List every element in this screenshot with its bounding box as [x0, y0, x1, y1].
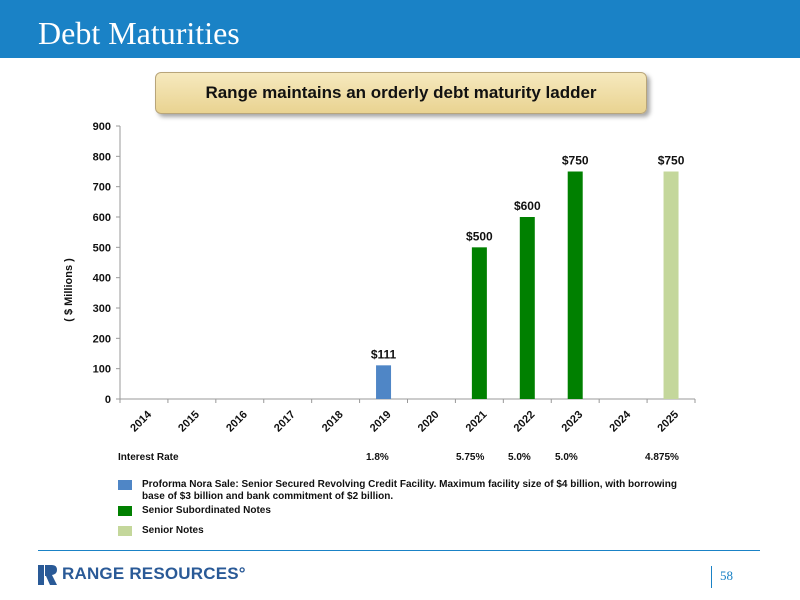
data-label-2025: $750	[658, 154, 685, 168]
x-tick-label: 2020	[416, 409, 442, 435]
x-tick-label: 2025	[655, 409, 681, 435]
x-axis: 2014 2015 2016 2017 2018 2019 2020 2021 2022 2023…	[119, 398, 696, 435]
y-tick-label: 600	[93, 212, 111, 224]
interest-rate-2023: 5.0%	[555, 452, 578, 463]
interest-rate-2019: 1.8%	[366, 452, 389, 463]
x-tick-label: 2024	[607, 408, 633, 434]
bar-2022	[519, 217, 535, 399]
bar-2025	[663, 171, 679, 399]
y-tick-label: 300	[93, 303, 111, 315]
title-bar: Debt Maturities	[0, 0, 800, 58]
y-tick-label: 0	[105, 394, 111, 406]
y-tick-label: 700	[93, 182, 111, 194]
y-tick-label: 100	[93, 364, 111, 376]
footer-divider	[38, 550, 760, 551]
interest-rate-2021: 5.75%	[456, 452, 485, 463]
interest-rate-2025: 4.875%	[645, 452, 679, 463]
x-tick-label: 2021	[464, 409, 490, 435]
y-axis-label: ( $ Millions )	[63, 258, 75, 322]
slide-title: Debt Maturities	[38, 15, 240, 51]
y-tick-label: 900	[93, 121, 111, 133]
bar-2021	[471, 247, 487, 399]
legend-label: Senior Notes	[142, 525, 204, 536]
page-number-divider	[711, 566, 712, 588]
bar-2019	[376, 365, 392, 399]
data-labels: $111 $500 $600 $750 $750	[371, 154, 685, 362]
x-tick-label: 2019	[368, 409, 394, 435]
data-label-2023: $750	[562, 154, 589, 168]
bar-2023	[567, 171, 583, 399]
x-tick-label: 2016	[224, 409, 250, 435]
legend-swatch-blue	[118, 480, 132, 490]
data-label-2021: $500	[466, 229, 493, 243]
company-name: RANGE RESOURCES°	[62, 564, 246, 583]
banner-callout: Range maintains an orderly debt maturity…	[155, 72, 647, 114]
interest-rate-2022: 5.0%	[508, 452, 531, 463]
legend-label: Senior Subordinated Notes	[142, 505, 271, 516]
legend-swatch-light-green	[118, 526, 132, 536]
x-tick-label: 2022	[512, 409, 538, 435]
x-tick-label: 2014	[128, 408, 154, 434]
legend-label: Proforma Nora Sale: Senior Secured Revol…	[142, 479, 677, 502]
y-tick-label: 500	[93, 242, 111, 254]
data-label-2022: $600	[514, 199, 541, 213]
y-tick-label: 400	[93, 273, 111, 285]
x-tick-label: 2015	[176, 409, 202, 435]
range-logo-icon	[38, 565, 57, 585]
interest-rate-label: Interest Rate	[118, 452, 179, 463]
y-axis: 0 100 200 300 400 500 600 700 800 900	[93, 121, 121, 406]
page-number: 58	[720, 568, 733, 583]
y-tick-label: 800	[93, 151, 111, 163]
y-tick-label: 200	[93, 333, 111, 345]
bars	[376, 171, 679, 399]
data-label-2019: $111	[371, 347, 397, 361]
title-divider	[0, 58, 800, 60]
x-tick-label: 2023	[560, 409, 586, 435]
x-tick-label: 2018	[320, 409, 346, 435]
legend-swatch-green	[118, 506, 132, 516]
x-tick-label: 2017	[272, 409, 298, 435]
